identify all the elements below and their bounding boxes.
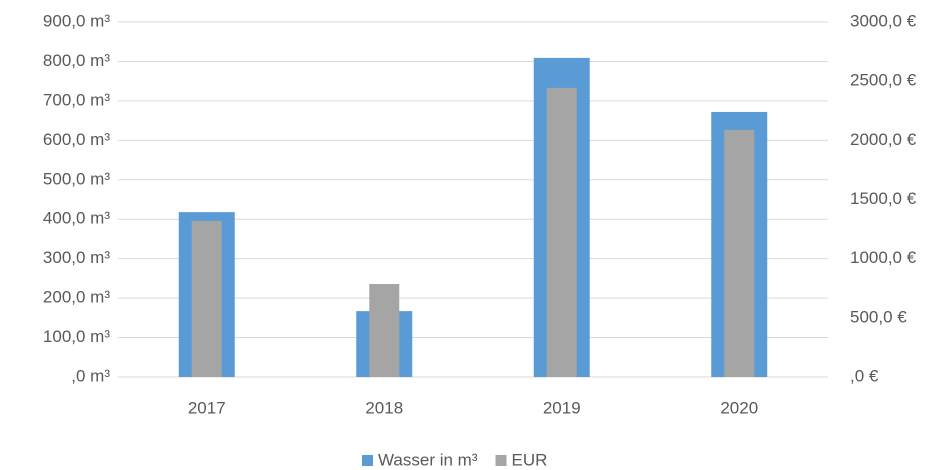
y-tick-label: 900,0 m³ xyxy=(43,11,110,30)
y-tick-label: 700,0 m³ xyxy=(43,90,110,109)
y2-tick-label: 500,0 € xyxy=(850,307,907,326)
y-tick-label: 800,0 m³ xyxy=(43,51,110,70)
bar xyxy=(191,220,222,377)
y2-tick-label: 2000,0 € xyxy=(850,130,917,149)
y-tick-label: 500,0 m³ xyxy=(43,169,110,188)
y2-tick-label: 1000,0 € xyxy=(850,248,917,267)
bar xyxy=(369,283,400,377)
y2-tick-label: 2500,0 € xyxy=(850,71,917,90)
legend-label: Wasser in m³ xyxy=(378,450,478,469)
y2-tick-label: 1500,0 € xyxy=(850,189,917,208)
y-tick-label: 100,0 m³ xyxy=(43,327,110,346)
y2-tick-label: ,0 € xyxy=(850,366,879,385)
x-tick-label: 2019 xyxy=(543,398,581,417)
legend-swatch xyxy=(495,455,507,466)
y-tick-label: 300,0 m³ xyxy=(43,248,110,267)
bar xyxy=(724,129,755,377)
y-tick-label: 200,0 m³ xyxy=(43,288,110,307)
legend-swatch xyxy=(362,455,373,466)
x-tick-label: 2020 xyxy=(720,398,758,417)
legend-label: EUR xyxy=(512,450,548,469)
x-tick-label: 2017 xyxy=(188,398,226,417)
y2-tick-label: 3000,0 € xyxy=(850,11,917,30)
y-tick-label: 400,0 m³ xyxy=(43,209,110,228)
x-tick-label: 2018 xyxy=(365,398,403,417)
bar xyxy=(546,87,577,377)
y-tick-label: 600,0 m³ xyxy=(43,130,110,149)
y-tick-label: ,0 m³ xyxy=(71,366,110,385)
